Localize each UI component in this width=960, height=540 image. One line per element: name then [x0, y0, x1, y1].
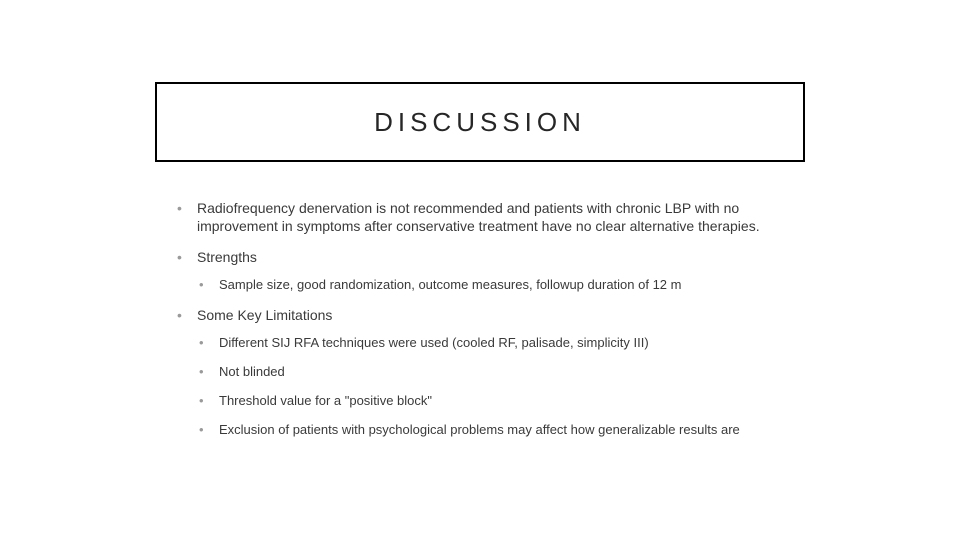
- list-item: Sample size, good randomization, outcome…: [197, 277, 795, 294]
- bullet-text: Radiofrequency denervation is not recomm…: [197, 200, 760, 234]
- slide-title: DISCUSSION: [374, 107, 586, 138]
- bullet-text: Not blinded: [219, 364, 285, 379]
- list-item: Strengths Sample size, good randomizatio…: [175, 249, 795, 293]
- bullet-text: Sample size, good randomization, outcome…: [219, 277, 681, 292]
- bullet-text: Exclusion of patients with psychological…: [219, 422, 740, 437]
- bullet-text: Strengths: [197, 249, 257, 265]
- list-item: Some Key Limitations Different SIJ RFA t…: [175, 307, 795, 438]
- list-item: Different SIJ RFA techniques were used (…: [197, 335, 795, 352]
- bullet-list: Radiofrequency denervation is not recomm…: [175, 200, 795, 438]
- list-item: Not blinded: [197, 364, 795, 381]
- sub-bullet-list: Sample size, good randomization, outcome…: [197, 277, 795, 294]
- sub-bullet-list: Different SIJ RFA techniques were used (…: [197, 335, 795, 439]
- bullet-text: Threshold value for a "positive block": [219, 393, 432, 408]
- list-item: Exclusion of patients with psychological…: [197, 422, 795, 439]
- bullet-text: Different SIJ RFA techniques were used (…: [219, 335, 649, 350]
- list-item: Radiofrequency denervation is not recomm…: [175, 200, 795, 235]
- list-item: Threshold value for a "positive block": [197, 393, 795, 410]
- title-box: DISCUSSION: [155, 82, 805, 162]
- slide-body: Radiofrequency denervation is not recomm…: [175, 200, 795, 452]
- bullet-text: Some Key Limitations: [197, 307, 332, 323]
